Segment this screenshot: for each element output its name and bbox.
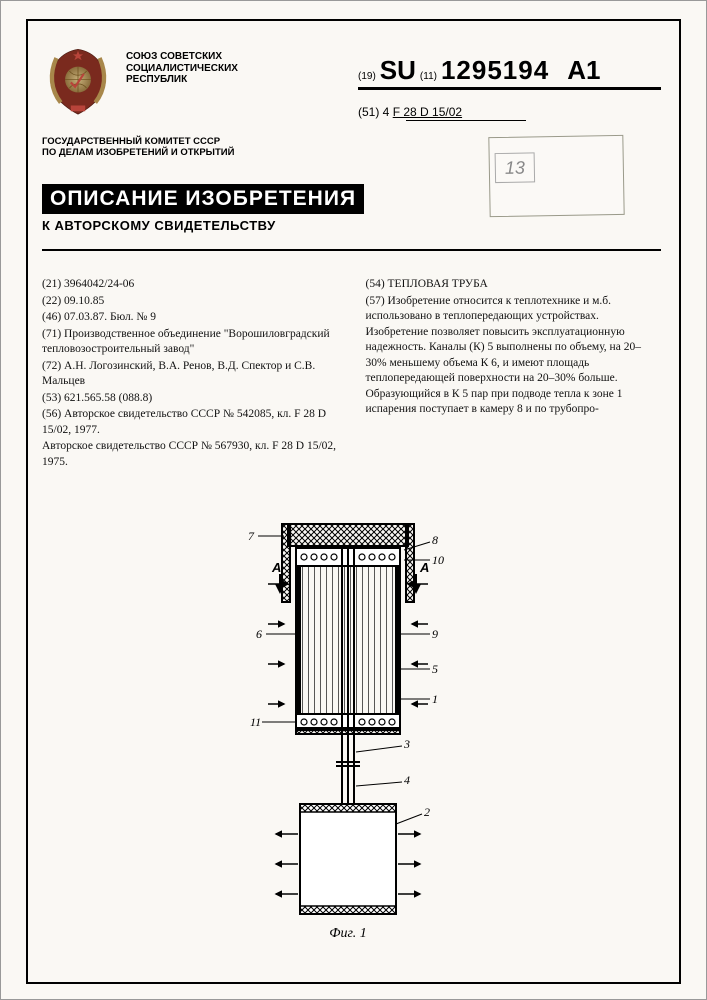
callout-11: 11: [250, 715, 261, 729]
callout-7: 7: [248, 529, 255, 543]
union-line: СОЮЗ СОВЕТСКИХ: [126, 51, 238, 63]
label-19: (19): [358, 71, 376, 82]
biblio-line: (71) Производственное объединение "Ворош…: [42, 327, 338, 358]
label-11: (11): [420, 71, 437, 82]
page: СОЮЗ СОВЕТСКИХ СОЦИАЛИСТИЧЕСКИХ РЕСПУБЛИ…: [0, 0, 707, 1000]
patent-suffix: A1: [567, 55, 600, 86]
top-border: [28, 19, 679, 21]
biblio-line: (22) 09.10.85: [42, 294, 338, 310]
stamp-box: 13: [488, 135, 624, 217]
section-marker-a-left: A: [271, 560, 281, 575]
committee-line: ГОСУДАРСТВЕННЫЙ КОМИТЕТ СССР: [42, 136, 234, 147]
callout-5: 5: [432, 662, 438, 676]
callout-10: 10: [432, 553, 444, 567]
union-line: РЕСПУБЛИК: [126, 74, 238, 86]
patent-number-line: (19) SU (11) 1295194 A1: [358, 55, 600, 86]
title-sub: К АВТОРСКОМУ СВИДЕТЕЛЬСТВУ: [42, 218, 364, 233]
abstract-text: (57) Изобретение относится к теплотехник…: [366, 294, 662, 418]
biblio-line: (21) 3964042/24-06: [42, 277, 338, 293]
stamp-number: 13: [495, 152, 536, 183]
committee-line: ПО ДЕЛАМ ИЗОБРЕТЕНИЙ И ОТКРЫТИЙ: [42, 147, 234, 158]
callout-8: 8: [432, 533, 438, 547]
biblio-line: Авторское свидетельство СССР № 567930, к…: [42, 439, 338, 470]
document-border: СОЮЗ СОВЕТСКИХ СОЦИАЛИСТИЧЕСКИХ РЕСПУБЛИ…: [26, 19, 681, 984]
committee-text: ГОСУДАРСТВЕННЫЙ КОМИТЕТ СССР ПО ДЕЛАМ ИЗ…: [42, 136, 234, 159]
section-marker-a-right: A: [419, 560, 429, 575]
biblio-line: (56) Авторское свидетельство СССР № 5420…: [42, 407, 338, 438]
biblio-line: (53) 621.565.58 (088.8): [42, 391, 338, 407]
number-underline: [358, 87, 661, 90]
left-column: (21) 3964042/24-06 (22) 09.10.85 (46) 07…: [42, 277, 338, 471]
biblio-line: (72) А.Н. Логозинский, В.А. Ренов, В.Д. …: [42, 359, 338, 390]
callout-4: 4: [404, 773, 410, 787]
figure-1: A A 7 8 10 9 5 1: [158, 514, 538, 944]
figure-label: Фиг. 1: [329, 926, 367, 942]
emblem-svg: [42, 45, 114, 117]
body-columns: (21) 3964042/24-06 (22) 09.10.85 (46) 07…: [42, 277, 661, 471]
classif-pre: (51) 4: [358, 105, 389, 119]
callout-9: 9: [432, 627, 438, 641]
biblio-line: (46) 07.03.87. Бюл. № 9: [42, 310, 338, 326]
union-text: СОЮЗ СОВЕТСКИХ СОЦИАЛИСТИЧЕСКИХ РЕСПУБЛИ…: [126, 51, 238, 86]
right-column: (54) ТЕПЛОВАЯ ТРУБА (57) Изобретение отн…: [366, 277, 662, 471]
divider: [42, 249, 661, 251]
title-block: ОПИСАНИЕ ИЗОБРЕТЕНИЯ К АВТОРСКОМУ СВИДЕТ…: [42, 184, 364, 233]
invention-title: (54) ТЕПЛОВАЯ ТРУБА: [366, 277, 662, 293]
callout-1: 1: [432, 692, 438, 706]
su-code: SU: [380, 55, 416, 86]
callout-2: 2: [424, 805, 430, 819]
figure-svg: A A 7 8 10 9 5 1: [218, 514, 478, 944]
classification: (51) 4 F 28 D 15/02: [358, 105, 462, 119]
callout-6: 6: [256, 627, 262, 641]
classif-underline: [406, 120, 526, 121]
callout-3: 3: [403, 737, 410, 751]
classif-code: F 28 D 15/02: [393, 105, 462, 119]
union-line: СОЦИАЛИСТИЧЕСКИХ: [126, 63, 238, 75]
title-main: ОПИСАНИЕ ИЗОБРЕТЕНИЯ: [42, 184, 364, 214]
ussr-emblem: [42, 45, 122, 125]
patent-number: 1295194: [441, 55, 549, 86]
